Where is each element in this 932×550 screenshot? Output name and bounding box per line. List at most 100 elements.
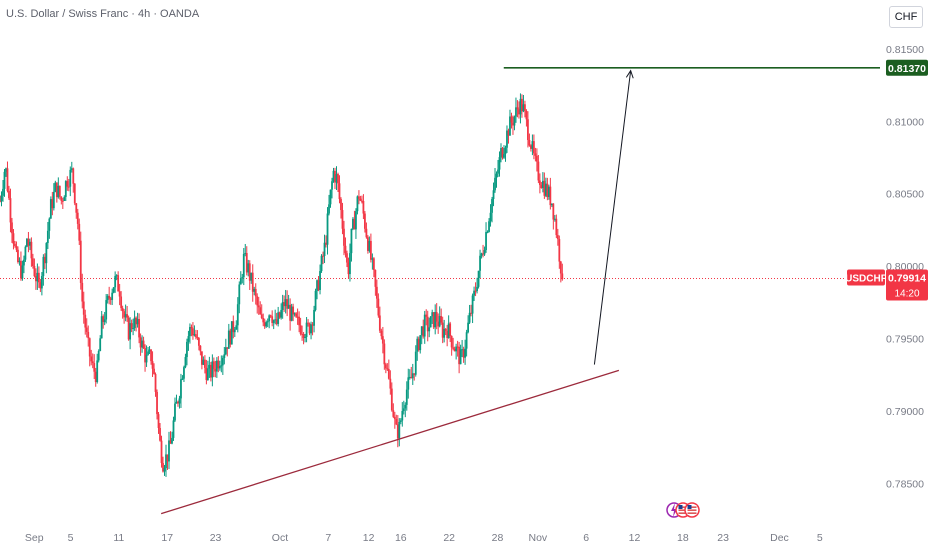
candle-body <box>66 181 69 187</box>
candle-body <box>5 168 7 172</box>
event-markers[interactable] <box>666 502 700 518</box>
x-tick-label: 28 <box>492 532 504 544</box>
candle-body <box>365 228 368 238</box>
target-price-badge <box>886 59 928 76</box>
candle-body <box>374 269 377 287</box>
candle-body <box>426 316 429 332</box>
candle-body <box>471 295 474 314</box>
flag-canton <box>687 505 692 509</box>
us-flag-icon[interactable] <box>684 502 700 518</box>
candle-body <box>12 233 15 244</box>
candle-body <box>139 337 142 348</box>
candle-body <box>211 361 214 378</box>
candle-body <box>24 246 27 260</box>
currency-button[interactable]: CHF <box>889 6 923 28</box>
candle-body <box>440 316 443 323</box>
candle-body <box>441 322 444 338</box>
candle-body <box>64 181 67 197</box>
candle-body <box>313 309 315 326</box>
candle-body <box>512 122 514 126</box>
candle-body <box>6 168 9 191</box>
candle-body <box>46 230 49 244</box>
candle-body <box>208 364 211 369</box>
candle-body <box>91 361 94 364</box>
candle-body <box>160 440 163 463</box>
candle-body <box>353 218 356 230</box>
candle-body <box>120 296 123 309</box>
price-axis[interactable]: 0.815000.810000.805000.800000.795000.790… <box>886 44 924 490</box>
candle-body <box>163 468 166 472</box>
time-axis[interactable]: Sep 5 11 17 23 Oct 7 12 16 22 28 Nov 6 12 18 23 Dec 5 <box>25 532 823 544</box>
candle-body <box>546 183 549 197</box>
candle-body <box>482 253 484 255</box>
candle-body <box>79 240 82 283</box>
candle-body <box>88 338 91 357</box>
candle-body <box>151 361 154 369</box>
candle-body <box>171 437 173 444</box>
candle-body <box>183 367 185 379</box>
candle-body <box>384 364 387 369</box>
candle-body <box>429 316 432 328</box>
candle-body <box>48 218 51 231</box>
candle-body <box>99 338 102 352</box>
x-tick-label: 12 <box>363 532 375 544</box>
candle-body <box>503 154 505 158</box>
candle-body <box>262 318 265 323</box>
candle-body <box>527 119 529 141</box>
candle-body <box>153 368 155 375</box>
candle-body <box>301 333 303 335</box>
candle-body <box>498 157 501 170</box>
candle-body <box>467 322 469 333</box>
current-price-badge <box>886 269 928 301</box>
candle-body <box>316 280 318 291</box>
candle-body <box>63 196 66 201</box>
candle-body <box>419 335 422 351</box>
candle-body <box>17 249 19 263</box>
candle-body <box>52 191 55 209</box>
candle-body <box>187 336 190 342</box>
candle-body <box>396 424 399 439</box>
candle-body <box>322 255 324 257</box>
x-tick-label: Nov <box>529 532 548 544</box>
candle-body <box>547 186 550 197</box>
candle-body <box>54 182 57 192</box>
candle-body <box>34 276 37 282</box>
candle-body <box>157 414 160 428</box>
candle-body <box>533 141 535 154</box>
candle-body <box>238 284 241 305</box>
candle-body <box>414 351 417 375</box>
candle-body <box>70 168 73 170</box>
candle-body <box>468 312 471 323</box>
x-tick-label: 23 <box>210 532 222 544</box>
x-tick-label: 7 <box>325 532 331 544</box>
arrow-head-icon <box>625 69 634 79</box>
candle-body <box>280 309 283 318</box>
candle-body <box>156 391 158 415</box>
candle-body <box>23 259 25 266</box>
y-tick-label: 0.81500 <box>886 44 924 56</box>
candle-body <box>530 145 532 149</box>
candle-body <box>283 302 286 307</box>
candle-body <box>3 171 6 189</box>
candle-body <box>174 403 176 421</box>
candle-body <box>524 104 526 111</box>
candle-body <box>377 298 380 316</box>
candle-body <box>166 454 169 462</box>
candle-body <box>82 301 85 315</box>
candle-body <box>271 316 274 323</box>
candle-body <box>102 316 105 323</box>
candle-body <box>96 360 99 383</box>
candle-body <box>349 253 351 275</box>
flag-canton <box>678 505 683 509</box>
candle-body <box>180 379 182 399</box>
candle-body <box>299 325 302 334</box>
candle-body <box>112 287 115 293</box>
candle-body <box>8 190 10 199</box>
candle-body <box>289 304 292 321</box>
lightning-bolt <box>671 503 677 517</box>
x-tick-label: Oct <box>272 532 288 544</box>
candle-body <box>404 404 407 409</box>
candle-body <box>473 290 475 296</box>
candle-body <box>150 349 152 362</box>
